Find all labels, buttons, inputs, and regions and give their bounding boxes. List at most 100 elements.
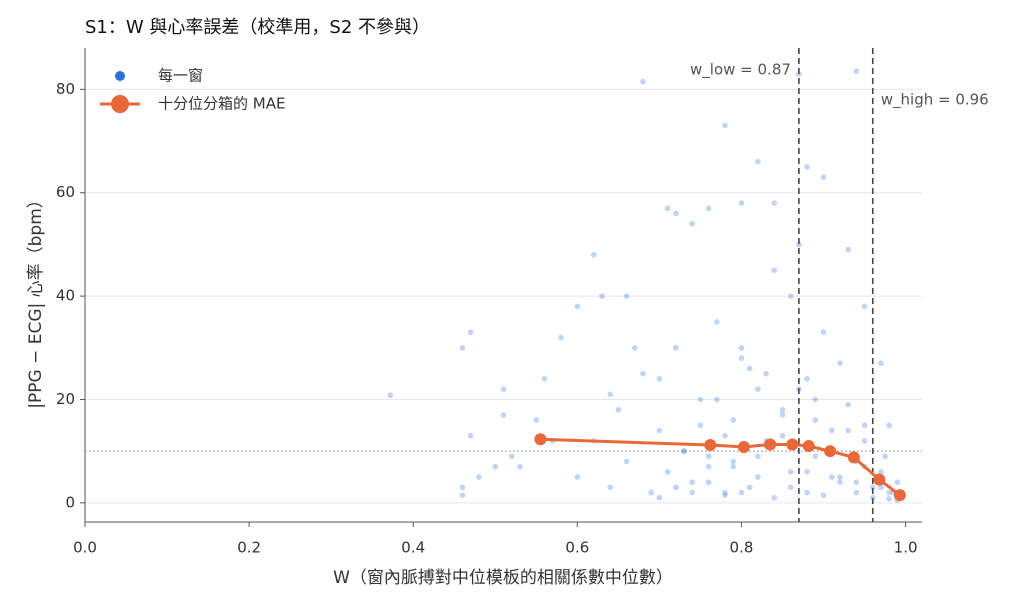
scatter-point [623,458,630,465]
scatter-point [779,412,786,418]
scatter-point [804,376,810,382]
scatter-point [878,360,884,367]
scatter-point [476,474,482,480]
scatter-point [861,438,868,444]
scatter-point [648,489,655,496]
scatter-point [714,319,720,325]
scatter-point [722,432,728,439]
scatter-point [500,386,507,392]
scatter-point [656,427,663,434]
scatter-point [500,412,507,418]
scatter-point [878,469,884,475]
scatter-point [812,417,819,423]
scatter-point [837,474,843,480]
scatter-point [705,453,712,460]
scatter-point [771,267,778,274]
scatter-point [467,432,474,439]
scatter-point [804,489,810,496]
scatter-point [467,329,474,336]
scatter-point [705,205,712,212]
scatter-point [837,360,843,367]
scatter-point [878,484,884,491]
scatter-point [771,200,778,206]
scatter-point [796,241,802,248]
scatter-point [837,479,843,485]
scatter-point [656,494,663,501]
scatter-point [558,334,564,341]
y-axis-label: |PPG − ECG| 心率（bpm） [26,191,46,409]
scatter-point [886,495,892,502]
mae-marker [824,445,837,458]
scatter-point [763,370,769,377]
scatter-point [714,396,720,403]
scatter-point [459,345,466,351]
threshold-label: w_high = 0.96 [881,91,989,110]
legend-marker [115,71,125,81]
scatter-point [615,407,622,413]
y-tick-label: 20 [56,390,75,408]
mae-marker [786,438,799,451]
scatter-point [738,489,745,496]
scatter-point [787,469,794,475]
scatter-point [755,158,761,165]
scatter-point [804,164,810,170]
scatter-point [631,345,638,351]
chart-title: S1：W 與心率誤差（校準用，S2 不參與） [85,17,430,38]
mae-marker [764,438,777,451]
scatter-point [722,122,728,129]
scatter-point [607,391,613,398]
scatter-point [779,407,786,413]
y-tick-label: 0 [65,493,75,511]
scatter-point [738,355,745,361]
scatter-point [541,376,548,382]
scatter-point [796,386,802,392]
scatter-point [828,474,835,480]
x-tick-label: 0.2 [237,539,261,557]
scatter-point [755,453,761,460]
mae-marker [534,433,547,446]
scatter-point [590,251,597,258]
scatter-point [730,463,737,470]
y-tick-label: 80 [56,80,75,98]
scatter-point [779,432,786,439]
scatter-point [738,200,745,206]
scatter-point [664,469,671,475]
legend-label: 每一窗 [158,67,203,85]
scatter-point [681,448,687,454]
legend-marker [111,95,129,113]
scatter-point [869,494,876,501]
x-tick-label: 0.0 [73,539,97,557]
x-tick-label: 0.8 [730,539,754,557]
scatter-point [492,463,499,470]
scatter-point [673,484,679,491]
scatter-point [697,396,704,403]
scatter-point [722,492,728,498]
scatter-point [681,448,687,454]
scatter-point [640,78,646,85]
scatter-point [853,479,860,485]
scatter-point [886,489,892,496]
scatter-point [705,479,712,485]
mae-marker [737,441,750,454]
legend-label: 十分位分箱的 MAE [158,95,285,113]
scatter-point [845,401,851,408]
mae-line [540,437,901,497]
mae-marker [873,473,886,486]
mae-marker [847,451,860,464]
scatter-point [697,422,704,429]
scatter-point [574,303,581,310]
x-tick-label: 0.4 [401,539,425,557]
scatter-point [664,205,671,212]
scatter-point [820,492,827,498]
mae-marker [802,440,815,453]
scatter-point [459,484,466,491]
scatter-point [640,370,646,377]
scatter-point [746,484,753,491]
scatter-point [886,422,892,429]
scatter-point [796,71,802,77]
scatter-point [730,458,737,465]
scatter-point [705,463,712,470]
x-axis-label: W（窗內脈搏對中位模板的相關係數中位數） [333,568,673,588]
scatter-point [689,220,696,227]
scatter-point [508,453,515,460]
